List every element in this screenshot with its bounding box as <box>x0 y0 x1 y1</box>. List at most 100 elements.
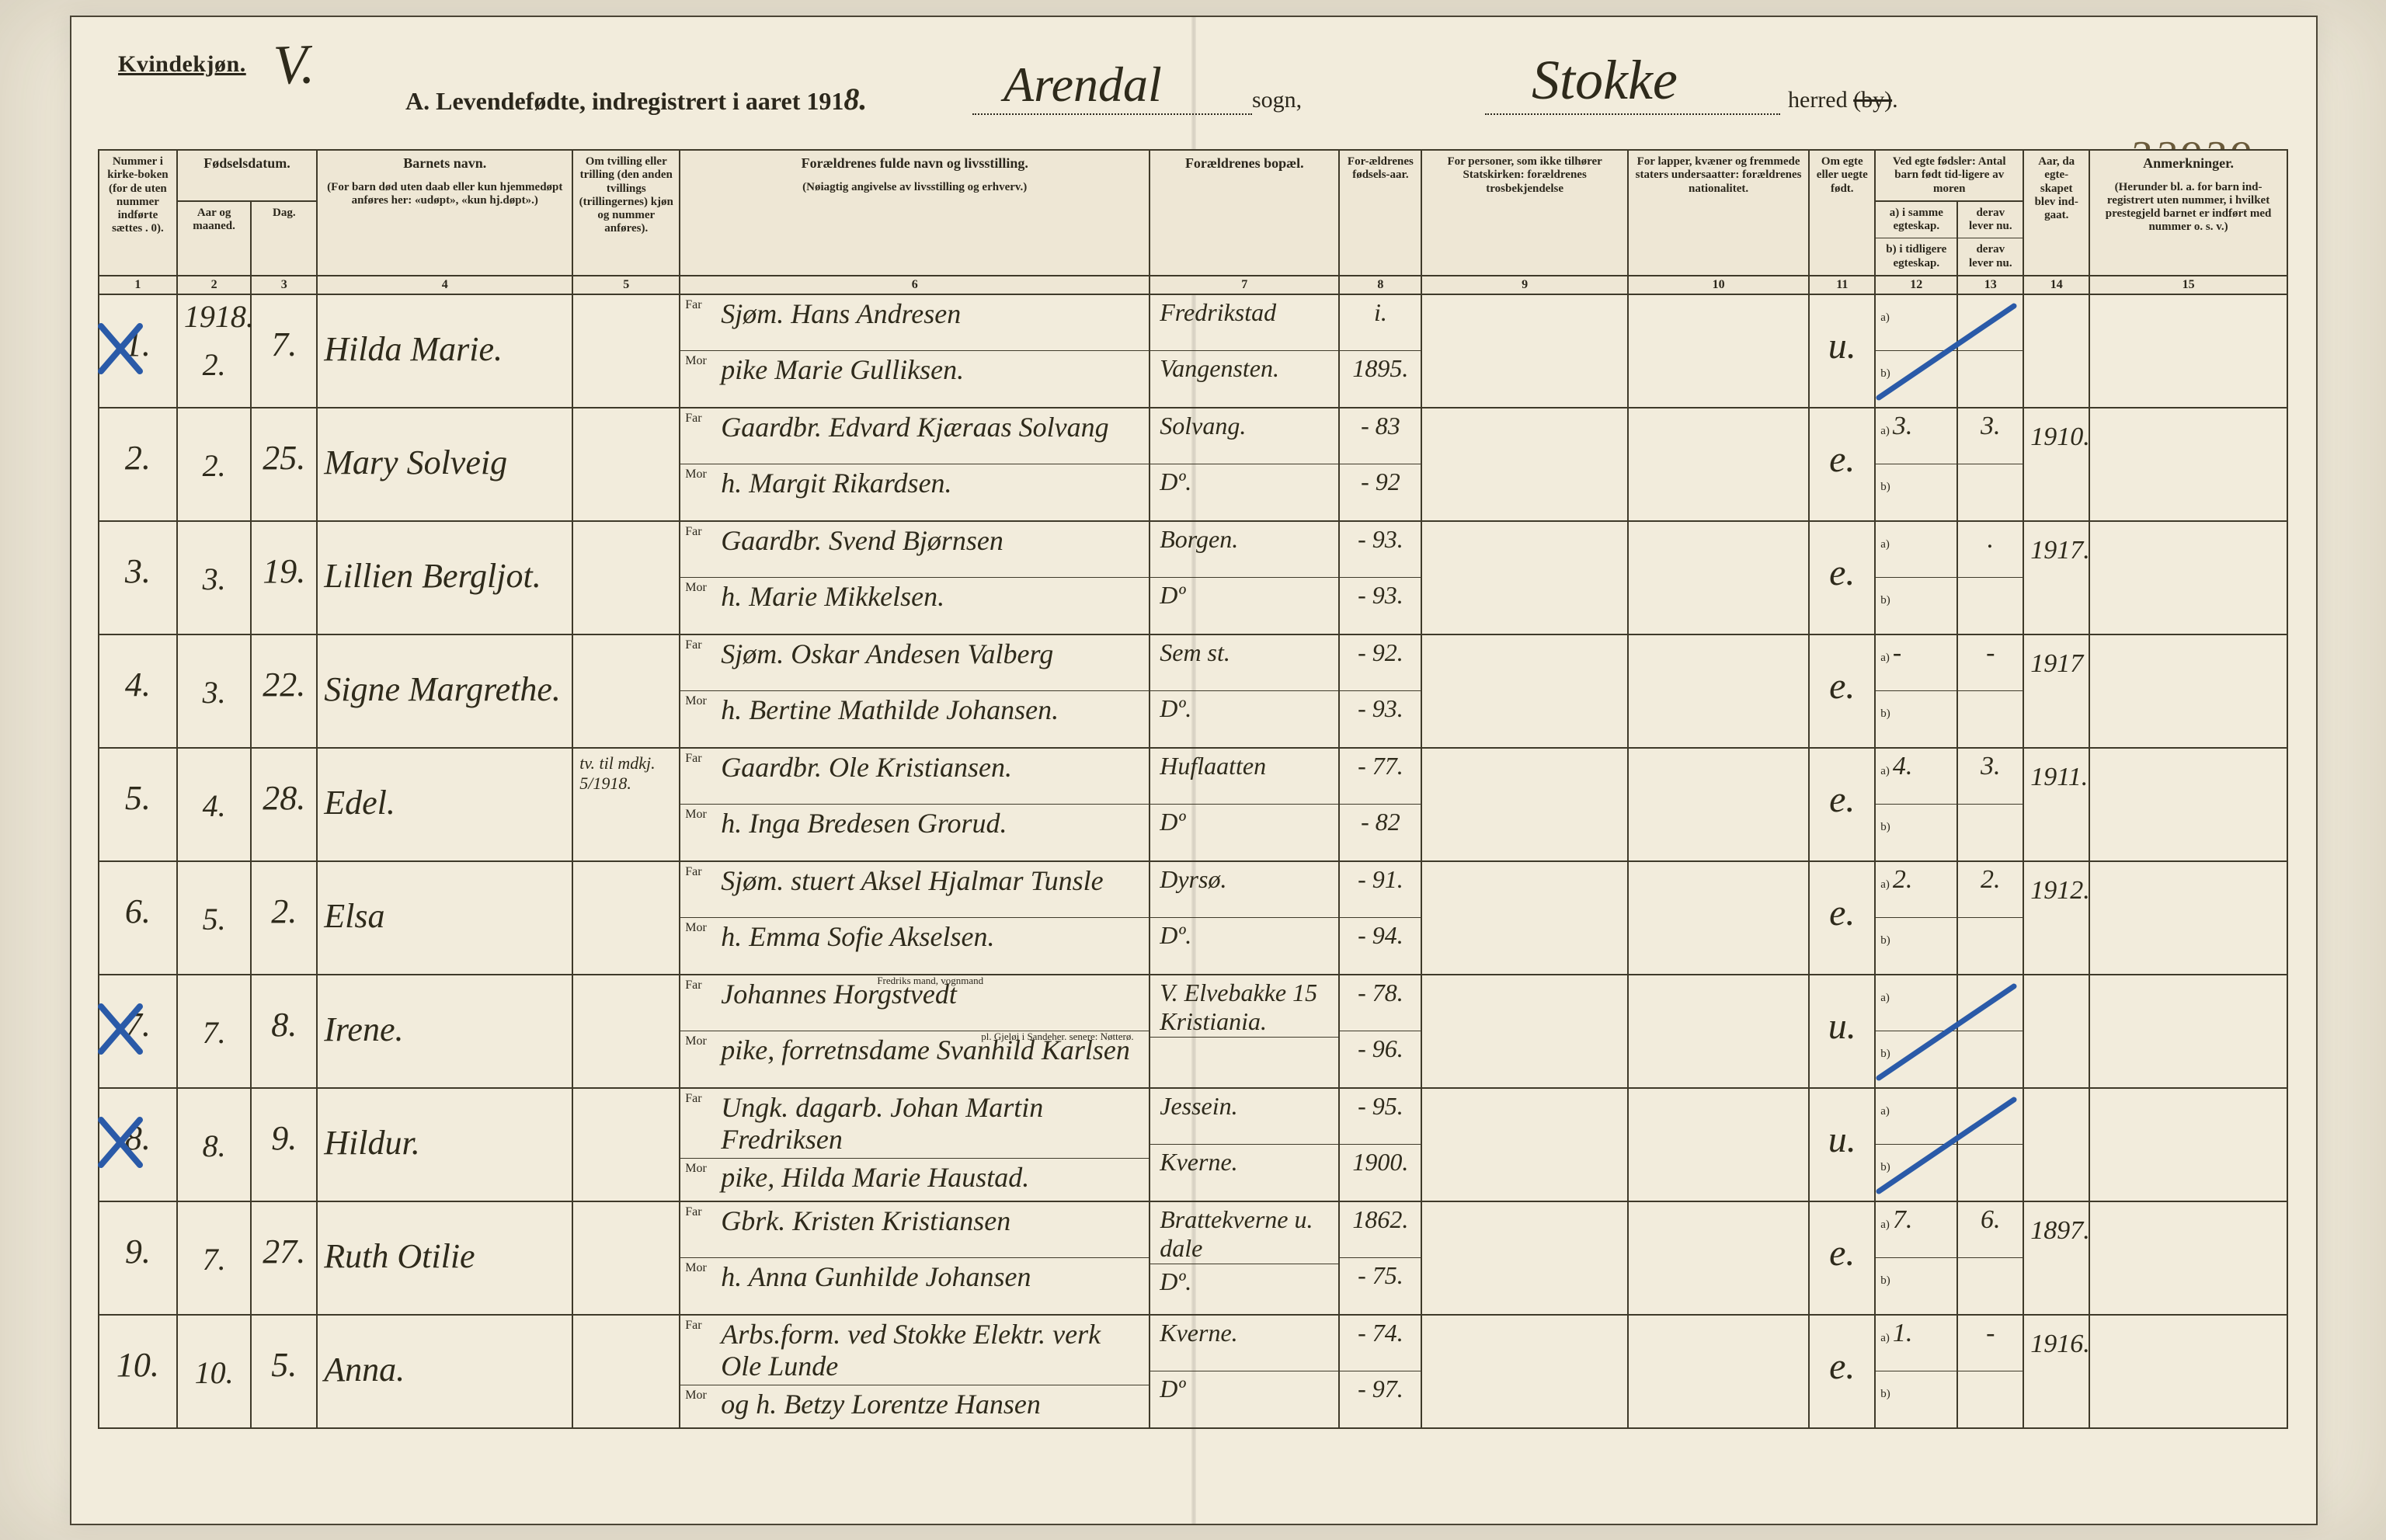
mother-cell: Mor h. Bertine Mathilde Johansen. <box>680 690 1149 747</box>
col4-header: Barnets navn. <box>318 151 572 176</box>
marriage-year: 1912. <box>2030 867 2082 906</box>
a-value: 1. <box>1893 1319 1913 1347</box>
mother-text: h. Marie Mikkelsen. <box>685 581 1144 613</box>
mother-cell: Mor h. Anna Gunhilde Johansen <box>680 1257 1149 1314</box>
residence-mother: Dº <box>1155 808 1334 836</box>
col9-header: For personer, som ikke tilhører Statskir… <box>1422 151 1626 200</box>
col12a-b: b) <box>1876 917 1956 974</box>
month: 2. <box>184 413 245 483</box>
record-row: 5. 4. 28.Edel.tv. til mdkj. 5/1918. Far … <box>99 748 2287 861</box>
col10-header: For lapper, kvæner og fremmede staters u… <box>1629 151 1809 200</box>
col6-sub: (Nøiagtig angivelse av livsstilling og e… <box>680 176 1149 199</box>
legitimacy: e. <box>1816 753 1868 821</box>
record-row: 7. 7. 8.Irene. Fredriks mand, vognmand F… <box>99 975 2287 1088</box>
mother-text: h. Inga Bredesen Grorud. <box>685 808 1144 840</box>
birthyear-father: i. <box>1374 298 1387 326</box>
day: 27. <box>258 1207 310 1271</box>
day: 28. <box>258 753 310 817</box>
col12a-a: a) 4. <box>1876 749 1956 805</box>
residence-mother: Dº. <box>1155 694 1334 723</box>
col12a-a: a) 2. <box>1876 862 1956 918</box>
month: 5. <box>184 867 245 937</box>
mor-label: Mor <box>685 581 707 595</box>
father-text: Sjøm. Oskar Andesen Valberg <box>685 638 1144 670</box>
col12a-b: b) <box>1876 577 1956 634</box>
father-cell: Far Gaardbr. Ole Kristiansen. <box>680 749 1149 805</box>
father-text: Sjøm. stuert Aksel Hjalmar Tunsle <box>685 865 1144 897</box>
a-value: 7. <box>1893 1205 1913 1234</box>
col14-header: Aar, da egte-skapet blev ind-gaat. <box>2024 151 2089 227</box>
nationality-cell <box>1629 522 1809 634</box>
father-text: Sjøm. Hans Andresen <box>685 298 1144 330</box>
mor-label: Mor <box>685 1389 707 1403</box>
marriage-year: 1917. <box>2030 527 2082 565</box>
day: 5. <box>258 1320 310 1384</box>
derav-a: - <box>1986 638 1995 667</box>
child-name: Mary Solveig <box>324 413 565 481</box>
faith-cell <box>1422 1202 1626 1314</box>
legitimacy: e. <box>1816 867 1868 934</box>
faith-cell <box>1422 975 1626 1087</box>
col2a-header: Aar og maaned. <box>178 202 251 238</box>
father-cell: Far Sjøm. Hans Andresen <box>680 295 1149 351</box>
coln-2: 2 <box>177 276 252 294</box>
column-number-row: 1 2 3 4 5 6 7 8 9 10 11 12 13 14 15 <box>99 276 2287 294</box>
heading: Kvindekjøn. V. A. Levendefødte, indregis… <box>71 47 2316 140</box>
marriage-year: 1917 <box>2030 640 2082 679</box>
father-text: Gaardbr. Ole Kristiansen. <box>685 752 1144 784</box>
birthyear-mother: - 75. <box>1358 1261 1403 1289</box>
a-value: - <box>1893 638 1901 667</box>
mother-text: pike Marie Gulliksen. <box>685 354 1144 386</box>
derav-a: . <box>1988 525 1995 554</box>
record-number: 5. <box>106 753 170 817</box>
page: Kvindekjøn. V. A. Levendefødte, indregis… <box>0 0 2386 1540</box>
mother-cell: Mor h. Inga Bredesen Grorud. <box>680 804 1149 860</box>
marriage-year: 1916. <box>2030 1320 2082 1359</box>
col12a-a: a) <box>1876 975 1956 1031</box>
residence-mother: Dº. <box>1155 468 1334 496</box>
residence-father: Jessein. <box>1155 1092 1334 1121</box>
col12a-header: a) i samme egteskap. <box>1876 202 1956 239</box>
record-row: 4. 3. 22.Signe Margrethe. Far Sjøm. Oska… <box>99 634 2287 748</box>
marriage-year <box>2030 300 2082 309</box>
day: 22. <box>258 640 310 704</box>
residence-father: Dyrsø. <box>1155 865 1334 894</box>
nationality-cell <box>1629 1089 1809 1201</box>
legitimacy: u. <box>1816 980 1868 1048</box>
far-label: Far <box>685 298 701 312</box>
col12a-a: a) <box>1876 522 1956 578</box>
coln-7: 7 <box>1150 276 1339 294</box>
residence-mother: Kverne. <box>1155 1148 1334 1177</box>
month: 7. <box>184 980 245 1050</box>
father-text: Ungk. dagarb. Johan Martin Fredriksen <box>685 1092 1144 1156</box>
birthyear-father: - 74. <box>1358 1319 1403 1347</box>
far-label: Far <box>685 1205 701 1219</box>
faith-cell <box>1422 1316 1626 1427</box>
marriage-year <box>2030 980 2082 989</box>
far-label: Far <box>685 865 701 879</box>
mor-label: Mor <box>685 354 707 368</box>
day: 8. <box>258 980 310 1044</box>
mother-text: h. Margit Rikardsen. <box>685 468 1144 499</box>
residence-father: Borgen. <box>1155 525 1334 554</box>
col12a-a: a) <box>1876 1089 1956 1145</box>
col12a-b: b) <box>1876 1257 1956 1314</box>
a-value: 2. <box>1893 865 1913 894</box>
sogn-underline <box>972 113 1252 115</box>
faith-cell <box>1422 862 1626 974</box>
father-cell: Far Gaardbr. Svend Bjørnsen <box>680 522 1149 578</box>
coln-15: 15 <box>2089 276 2287 294</box>
herred-hand: Stokke <box>1532 48 1678 113</box>
coln-11: 11 <box>1809 276 1875 294</box>
far-label: Far <box>685 979 701 992</box>
far-label: Far <box>685 1092 701 1106</box>
birthyear-father: - 95. <box>1358 1092 1403 1120</box>
col12a-b: b) <box>1876 690 1956 747</box>
herred-underline <box>1485 113 1780 115</box>
herred-label: herred (by). <box>1788 87 1898 113</box>
legitimacy: e. <box>1816 640 1868 707</box>
coln-13: 13 <box>1957 276 2023 294</box>
residence-father: Huflaatten <box>1155 752 1334 780</box>
mother-text: pike, Hilda Marie Haustad. <box>685 1162 1144 1194</box>
col4-sub: (For barn død uten daab eller kun hjemme… <box>318 176 572 213</box>
